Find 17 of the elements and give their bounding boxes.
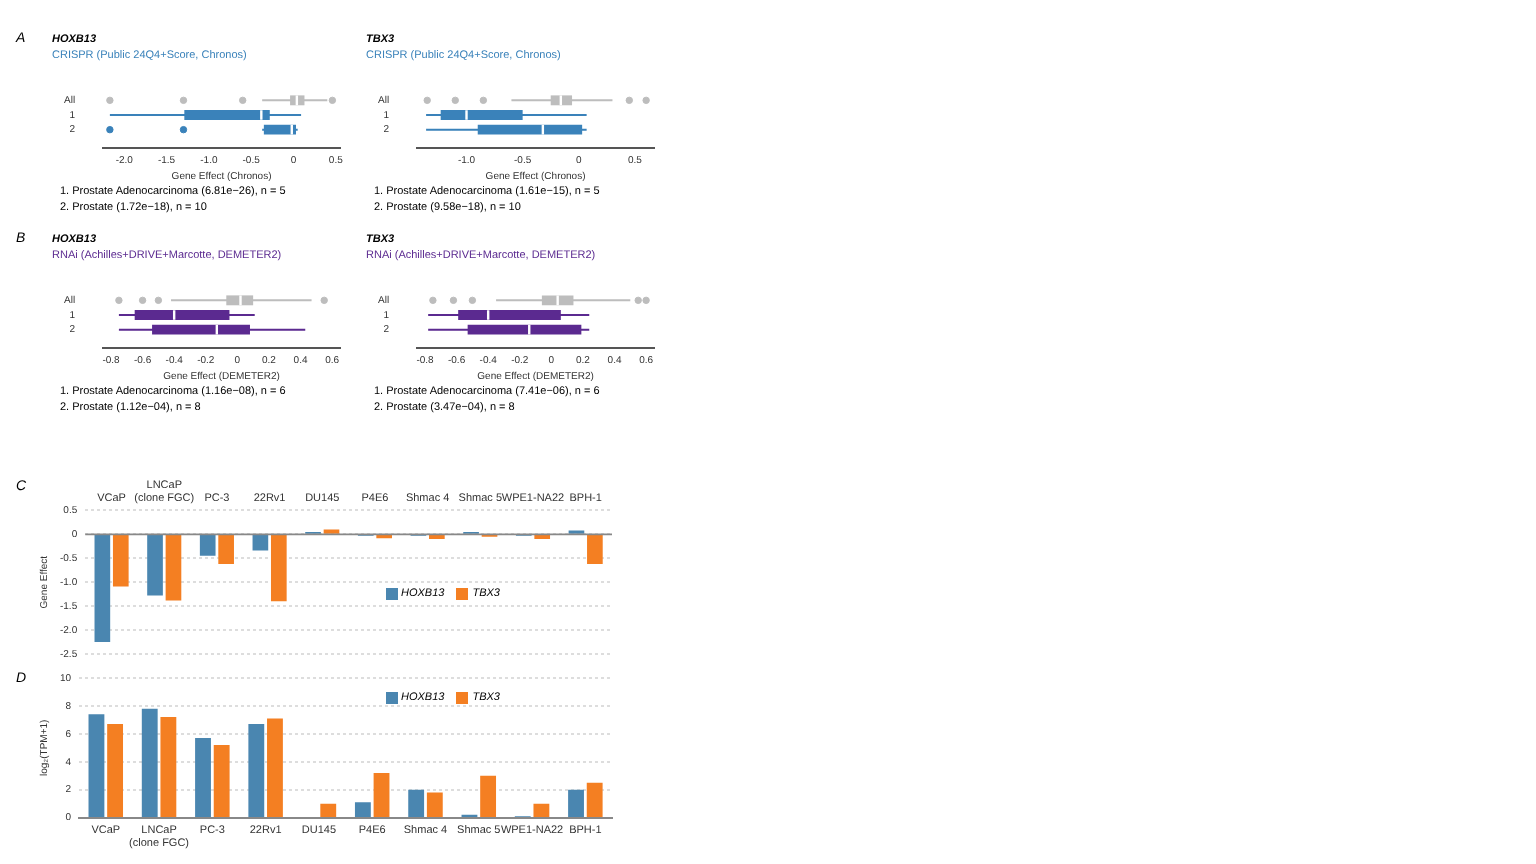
bar bbox=[568, 789, 584, 817]
bar bbox=[426, 792, 443, 817]
bar bbox=[480, 775, 497, 817]
bar bbox=[354, 802, 371, 817]
bar bbox=[373, 772, 390, 817]
bar bbox=[408, 789, 425, 817]
bar bbox=[195, 738, 211, 817]
bar bbox=[248, 724, 265, 817]
bar bbox=[586, 782, 603, 817]
bar bbox=[213, 745, 230, 817]
bar bbox=[267, 718, 283, 817]
bar bbox=[320, 803, 337, 817]
bar bbox=[533, 803, 550, 817]
bar bbox=[88, 714, 105, 817]
bar bbox=[107, 724, 124, 817]
bar bbox=[141, 708, 158, 817]
bar bbox=[160, 717, 177, 817]
